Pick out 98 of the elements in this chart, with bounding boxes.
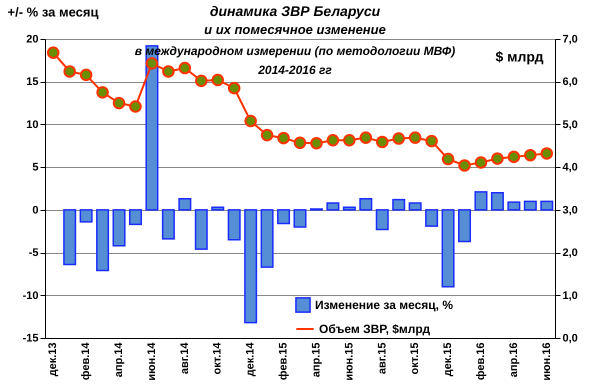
legend-label: Объем ЗВР, $млрд [319,322,430,336]
point [228,82,240,94]
x-tick-label: фев.16 [474,342,487,380]
y-tick-label: -15 [22,332,38,344]
bar [540,200,554,211]
annotation: 2014-2016 гг [257,63,332,77]
bar [128,209,142,226]
point [458,159,471,172]
bar [162,209,175,240]
bar [524,200,537,211]
bar [507,201,520,211]
bar [211,206,224,211]
y2-tick-label: 2,0 [562,247,578,260]
point [277,132,290,144]
y2-tick-label: 0,0 [562,332,578,344]
point [491,152,504,165]
bar [178,198,192,211]
point [310,136,323,150]
point [260,128,274,142]
x-tick-label: фев.14 [80,342,92,380]
x-tick-label: апр.16 [508,342,520,378]
bar [277,209,290,224]
y-tick-label: 5 [32,162,38,174]
bar [228,209,241,241]
bar [80,209,93,223]
x-tick-label: фев.15 [278,342,290,380]
chart-subtitle: и их помесячное изменение [204,22,386,37]
bar [359,198,372,211]
point [392,132,405,145]
x-tick-label: окт.14 [212,342,224,374]
bar [293,209,307,228]
bar [112,209,126,246]
bar [490,192,504,211]
bar [194,209,208,250]
point [442,152,454,166]
x-tick-label: июн.14 [146,342,158,381]
point [212,74,224,86]
y2-tick-label: 1,0 [562,290,578,302]
point [146,57,158,70]
bar [96,209,110,272]
point [524,148,537,162]
y-tick-label: 15 [26,76,38,88]
point [425,134,438,148]
x-tick-label: авг.15 [376,342,388,374]
bar [392,198,406,211]
bar [260,209,274,268]
point [343,134,356,146]
bar [63,209,76,266]
point [46,46,60,59]
bar [244,209,258,324]
x-tick-label: июн.15 [343,342,356,381]
legend-label: Изменение за месяц, % [315,298,454,312]
bar [408,202,422,211]
point [244,114,257,128]
y-tick-label: 0 [32,204,38,216]
point [474,156,488,169]
y-tick-label: 20 [26,34,38,46]
point [63,65,76,78]
chart-title: динамика ЗВР Беларуси [210,3,381,19]
x-tick-label: дек.15 [442,342,454,376]
y-axis-title: +/- % за месяц [8,4,98,20]
bar [458,209,472,242]
x-tick-label: дек.14 [244,342,257,376]
y2-tick-label: 3,0 [562,204,578,216]
point [294,136,306,150]
point [376,136,388,148]
x-tick-label: апр.14 [113,342,126,378]
x-tick-label: авг.14 [178,342,191,374]
y-tick-label: -10 [22,290,38,302]
point [178,62,192,74]
bar [474,191,488,211]
point [129,100,142,113]
bar [442,209,455,288]
point [540,147,554,160]
point [112,96,126,110]
y2-tick-label: 5,0 [562,118,578,131]
x-tick-label: окт.15 [409,342,422,374]
y2-tick-label: 7,0 [562,34,578,46]
point [360,131,372,144]
point [408,131,422,144]
point [162,65,175,78]
x-tick-label: июн.16 [540,342,553,381]
point [508,150,520,164]
point [96,86,109,99]
y2-tick-label: 4,0 [562,162,578,174]
bar [342,206,356,211]
y2-axis-title: $ млрд [495,48,544,64]
x-tick-label: дек.13 [47,342,60,376]
y-tick-label: -5 [28,247,38,260]
point [80,68,92,82]
y2-tick-label: 6,0 [562,76,578,88]
bar [326,202,340,211]
bar [425,209,438,227]
bar [376,209,389,230]
point [326,134,340,146]
point [195,74,208,88]
y-tick-label: 10 [26,118,38,131]
x-tick-label: апр.15 [310,342,322,378]
